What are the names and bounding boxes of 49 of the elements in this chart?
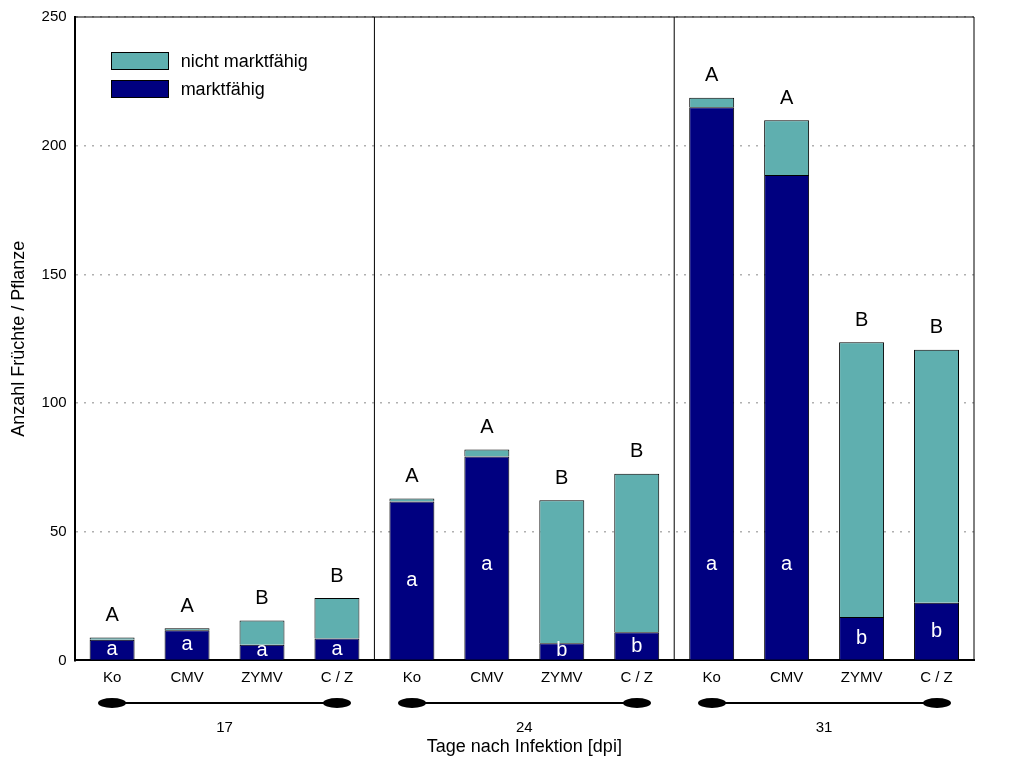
x-tick-label: ZYMV bbox=[840, 667, 883, 685]
data-label: B bbox=[255, 586, 269, 609]
y-tick-label: 50 bbox=[49, 521, 67, 539]
y-axis-title: Anzahl Früchte / Pflanze bbox=[7, 240, 28, 437]
data-label: b bbox=[631, 633, 643, 656]
x-tick-label: C / Z bbox=[920, 667, 953, 685]
text: 31 bbox=[815, 717, 833, 735]
data-label: b bbox=[856, 625, 868, 648]
data-label: B bbox=[929, 315, 944, 338]
x-tick-label: ZYMV bbox=[540, 667, 583, 685]
data-label: A bbox=[105, 603, 120, 626]
data-label: a bbox=[256, 638, 269, 661]
data-label: b bbox=[556, 638, 568, 661]
data-label: a bbox=[331, 636, 344, 659]
x-tick-label: CMV bbox=[470, 667, 504, 685]
y-tick-label: 0 bbox=[58, 650, 67, 668]
x-tick-label: CMV bbox=[769, 667, 804, 685]
data-label: A bbox=[180, 593, 195, 616]
data-label: A bbox=[480, 415, 495, 438]
y-tick-label: 150 bbox=[41, 264, 67, 282]
x-tick-label: Ko bbox=[702, 667, 721, 685]
text: 24 bbox=[515, 717, 533, 735]
legend-label: marktfähig bbox=[180, 78, 265, 100]
x-tick-label: C / Z bbox=[320, 667, 354, 685]
data-label: A bbox=[779, 85, 794, 108]
data-label: A bbox=[405, 464, 420, 487]
y-tick-label: 250 bbox=[41, 7, 67, 25]
data-label: a bbox=[481, 552, 494, 575]
data-label: a bbox=[106, 637, 119, 660]
data-label: b bbox=[930, 618, 943, 641]
text: 17 bbox=[216, 717, 233, 735]
data-label: a bbox=[781, 552, 794, 575]
x-tick-label: Ko bbox=[102, 667, 122, 685]
data-label: a bbox=[706, 552, 719, 575]
data-label: B bbox=[330, 563, 344, 586]
data-label: a bbox=[406, 568, 419, 591]
y-tick-label: 200 bbox=[41, 135, 67, 153]
legend-label: nicht marktfähig bbox=[180, 50, 308, 72]
data-label: B bbox=[630, 439, 644, 462]
x-tick-label: C / Z bbox=[620, 667, 653, 685]
data-label: B bbox=[555, 465, 569, 488]
data-label: A bbox=[705, 63, 720, 86]
x-axis-title: Tage nach Infektion [dpi] bbox=[426, 736, 622, 757]
x-tick-label: Ko bbox=[402, 667, 422, 685]
data-label: B bbox=[854, 307, 869, 330]
data-label: a bbox=[181, 632, 194, 655]
y-tick-label: 100 bbox=[41, 393, 67, 411]
x-tick-label: ZYMV bbox=[241, 667, 283, 685]
x-tick-label: CMV bbox=[170, 667, 204, 685]
